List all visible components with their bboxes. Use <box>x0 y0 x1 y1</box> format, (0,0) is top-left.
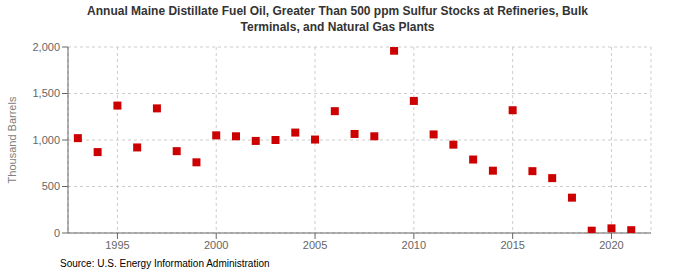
svg-text:2000: 2000 <box>204 239 228 251</box>
svg-text:500: 500 <box>42 180 60 192</box>
svg-text:2020: 2020 <box>599 239 623 251</box>
svg-text:1,500: 1,500 <box>32 87 60 99</box>
html-text:Annual Maine Distillate Fuel O: Annual Maine Distillate Fuel Oil, Greate… <box>87 4 588 18</box>
html-text:Source: U.S. Energy Informatio: Source: U.S. Energy Information Administ… <box>60 258 270 269</box>
svg-text:2,000: 2,000 <box>32 41 60 53</box>
html-text:Terminals, and Natural Gas Pla: Terminals, and Natural Gas Plants <box>240 20 435 34</box>
svg-text:Thousand Barrels: Thousand Barrels <box>8 96 18 183</box>
svg-text:1,000: 1,000 <box>32 134 60 146</box>
svg-text:2010: 2010 <box>402 239 426 251</box>
svg-text:0: 0 <box>54 227 60 239</box>
svg-text:2015: 2015 <box>500 239 524 251</box>
svg-text:1995: 1995 <box>105 239 129 251</box>
svg-text:2005: 2005 <box>303 239 327 251</box>
